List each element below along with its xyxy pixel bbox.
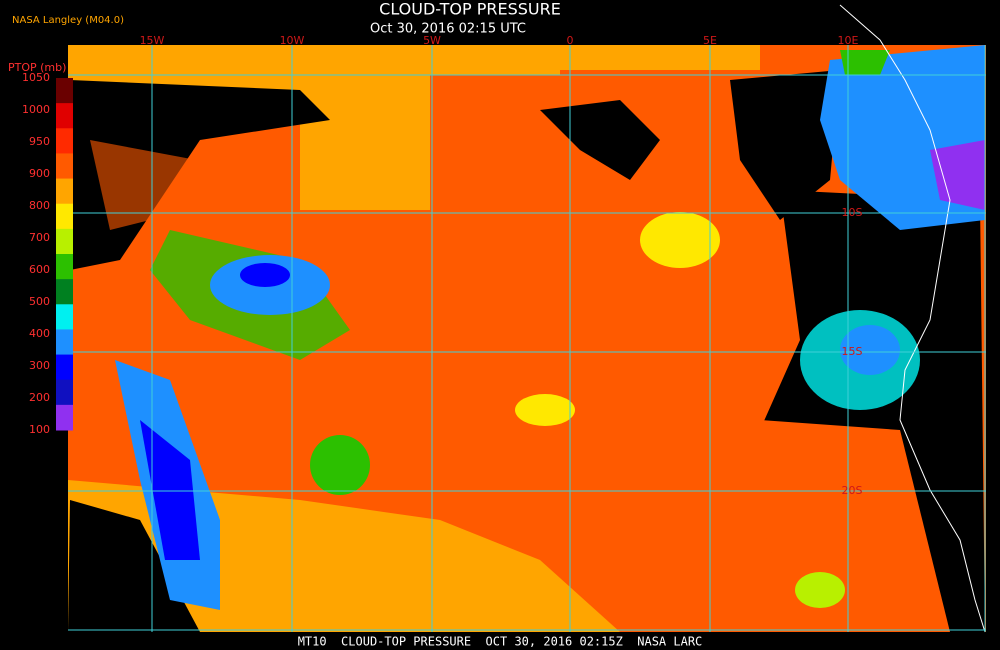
colorbar-title: PTOP (mb) [8, 61, 66, 74]
colorbar-swatch [56, 128, 73, 154]
colorbar-swatch [56, 404, 73, 431]
footer: MT10 CLOUD-TOP PRESSURE OCT 30, 2016 02:… [298, 635, 703, 649]
longitude-label: 5E [703, 34, 717, 47]
colorbar-swatch [56, 279, 73, 305]
colorbar-swatch [56, 304, 73, 330]
colorbar-swatch [56, 178, 73, 205]
credit: NASA Langley (M04.0) [12, 15, 124, 26]
longitude-label: 0 [567, 34, 574, 47]
colorbar-label: 500 [29, 295, 50, 308]
colorbar-label: 100 [29, 423, 50, 436]
colorbar-label: 700 [29, 231, 50, 244]
colorbar-label: 200 [29, 391, 50, 404]
colorbar-label: 1050 [22, 71, 50, 84]
longitude-label: 15W [140, 34, 165, 47]
longitude-label: 5W [423, 34, 441, 47]
latitude-label: 20S [842, 484, 863, 497]
map-imagery [68, 4, 986, 633]
longitude-label: 10W [280, 34, 305, 47]
colorbar-label: 600 [29, 263, 50, 276]
datetime: Oct 30, 2016 02:15 UTC [370, 22, 526, 37]
latitude-label: 10S [842, 206, 863, 219]
latitude-label: 15S [842, 345, 863, 358]
title: CLOUD-TOP PRESSURE [379, 0, 561, 19]
colorbar-swatch [56, 78, 73, 104]
colorbar: PTOP (mb) 1050 1000 950 900 800 700 600 500 400 3… [8, 61, 73, 436]
colorbar-swatch [56, 153, 73, 180]
colorbar-label: 800 [29, 199, 50, 212]
graticule [68, 45, 986, 632]
colorbar-swatch [56, 379, 73, 406]
colorbar-swatch [56, 203, 73, 230]
colorbar-label: 300 [29, 359, 50, 372]
colorbar-label: 900 [29, 167, 50, 180]
colorbar-swatch [56, 354, 73, 381]
colorbar-label: 400 [29, 327, 50, 340]
colorbar-label: 950 [29, 135, 50, 148]
colorbar-swatch [56, 329, 73, 356]
colorbar-swatch [56, 254, 73, 280]
colorbar-swatch [56, 228, 73, 255]
colorbar-swatch [56, 103, 73, 129]
longitude-label: 10E [838, 34, 859, 47]
colorbar-label: 1000 [22, 103, 50, 116]
